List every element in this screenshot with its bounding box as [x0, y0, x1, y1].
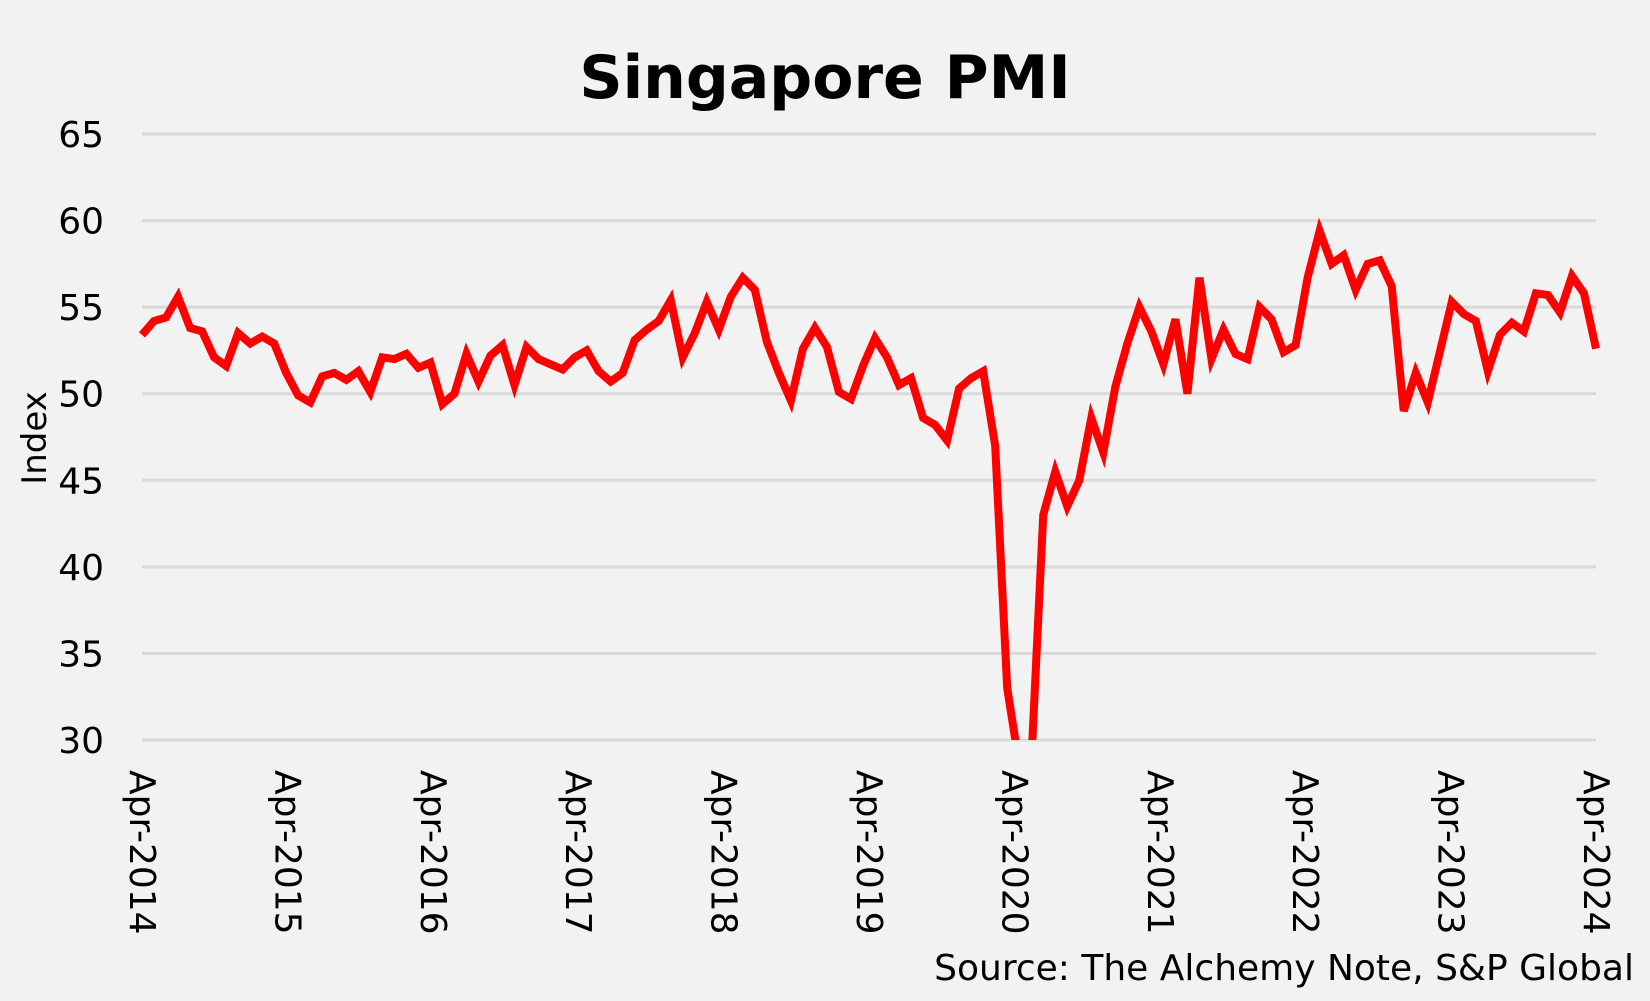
- x-tick-label: Apr-2019: [848, 770, 889, 935]
- plot-area: [138, 217, 1600, 740]
- x-tick-label: Apr-2024: [1575, 770, 1616, 935]
- x-tick-label: Apr-2022: [1284, 770, 1325, 935]
- series-line-pmi: [138, 217, 1600, 740]
- source-note: Source: The Alchemy Note, S&P Global: [934, 948, 1634, 989]
- chart-title: Singapore PMI: [579, 43, 1070, 113]
- x-tick-label: Apr-2021: [1139, 770, 1180, 935]
- y-tick-label: 65: [58, 115, 104, 156]
- y-tick-label: 45: [58, 461, 104, 502]
- x-tick-label: Apr-2014: [121, 770, 162, 935]
- y-axis-label: Index: [15, 391, 55, 485]
- gridlines: [142, 132, 1596, 742]
- x-tick-label: Apr-2018: [703, 770, 744, 935]
- x-axis-ticks: Apr-2014 Apr-2015 Apr-2016 Apr-2017 Apr-2018…: [121, 770, 1616, 935]
- y-tick-label: 35: [58, 634, 104, 675]
- y-tick-label: 50: [58, 375, 104, 416]
- x-tick-label: Apr-2023: [1430, 770, 1471, 935]
- y-tick-label: 30: [58, 721, 104, 762]
- y-tick-label: 60: [58, 202, 104, 243]
- y-tick-label: 55: [58, 288, 104, 329]
- y-axis-ticks: 30 35 40 45 50 55 60 65: [58, 115, 104, 762]
- x-tick-label: Apr-2020: [993, 770, 1034, 935]
- x-tick-label: Apr-2015: [266, 770, 307, 935]
- x-tick-label: Apr-2016: [412, 770, 453, 935]
- x-tick-label: Apr-2017: [557, 770, 598, 935]
- y-tick-label: 40: [58, 548, 104, 589]
